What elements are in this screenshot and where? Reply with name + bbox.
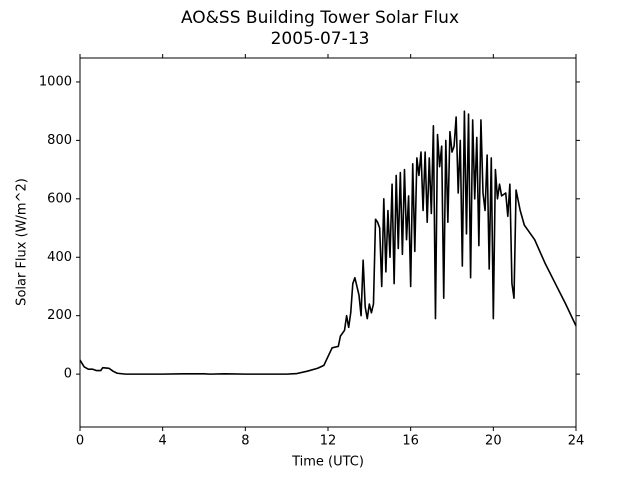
y-tick-label: 800 xyxy=(47,133,72,148)
y-tick-label: 400 xyxy=(47,250,72,265)
chart-subtitle: 2005-07-13 xyxy=(271,29,370,49)
y-tick-label: 0 xyxy=(64,367,72,382)
x-tick-label: 16 xyxy=(402,434,419,449)
x-tick-label: 0 xyxy=(76,434,84,449)
x-tick-label: 8 xyxy=(241,434,249,449)
y-tick-label: 200 xyxy=(47,308,72,323)
y-axis-label: Solar Flux (W/m^2) xyxy=(15,178,30,306)
x-tick-label: 20 xyxy=(485,434,502,449)
y-tick-label: 600 xyxy=(47,191,72,206)
chart-title: AO&SS Building Tower Solar Flux xyxy=(181,8,459,28)
x-axis-label: Time (UTC) xyxy=(291,455,364,470)
x-tick-label: 4 xyxy=(159,434,167,449)
data-line xyxy=(79,110,577,375)
plot-frame xyxy=(79,57,577,428)
y-tick-label: 1000 xyxy=(39,74,72,89)
x-tick-label: 12 xyxy=(320,434,337,449)
x-tick-label: 24 xyxy=(568,434,585,449)
